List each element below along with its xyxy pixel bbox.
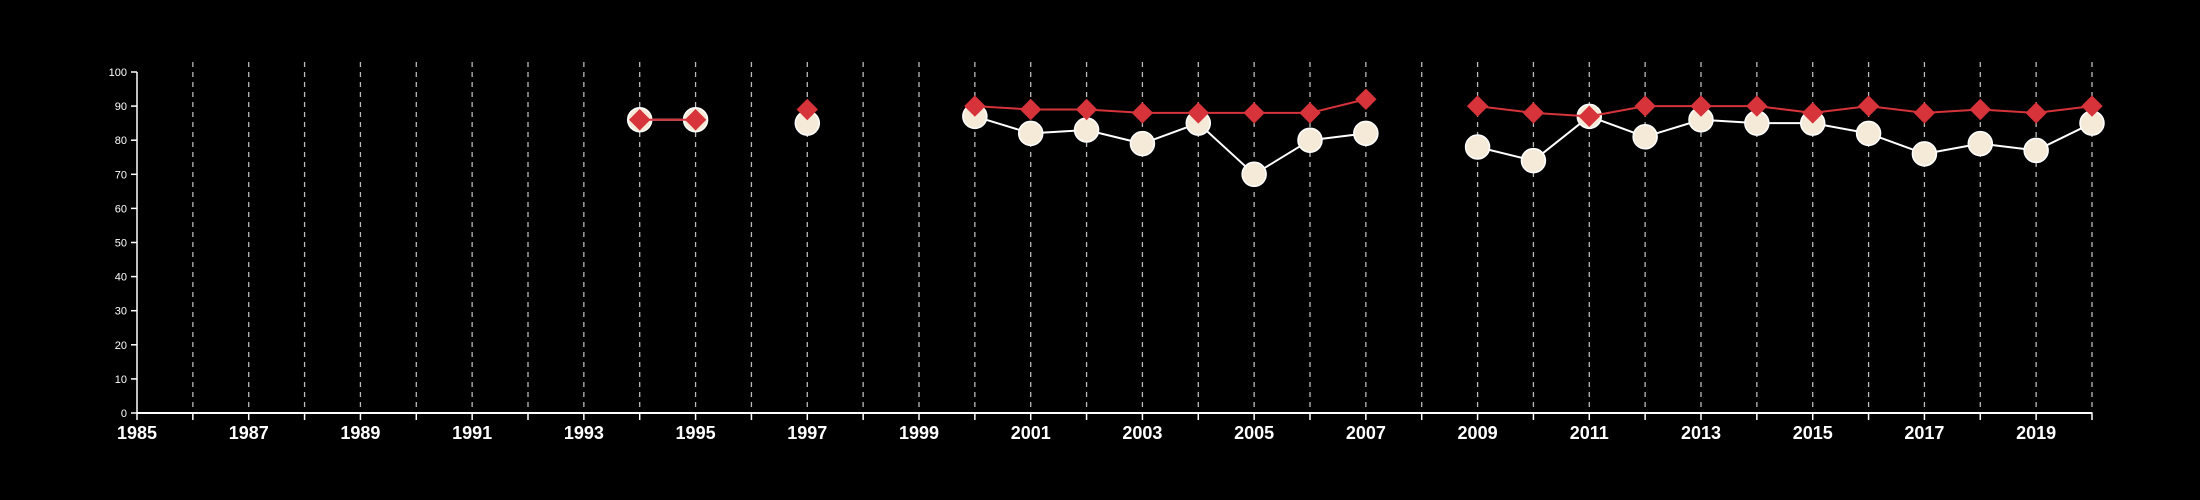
data-point xyxy=(796,98,818,121)
data-point xyxy=(1464,134,1491,160)
data-point xyxy=(1241,161,1267,188)
x-tick-label: 2013 xyxy=(1681,423,1721,443)
series-line-segment xyxy=(1309,98,1367,114)
x-tick-label: 1985 xyxy=(117,423,157,443)
x-tick-label: 1989 xyxy=(340,423,380,443)
data-point xyxy=(2025,102,2047,124)
x-tick-label: 2019 xyxy=(2016,423,2056,443)
data-point xyxy=(1520,147,1547,174)
data-point xyxy=(1632,124,1658,150)
y-tick-label: 10 xyxy=(115,374,127,386)
data-point xyxy=(1802,102,1824,124)
axes: 0 10 20 30 40 50 60 70 80 90 100 1985 1987 1989 1991 19… xyxy=(109,67,2093,443)
x-tick-label: 2005 xyxy=(1234,423,1274,443)
x-tick-label: 1997 xyxy=(787,423,827,443)
data-point xyxy=(1075,98,1098,121)
data-point xyxy=(1297,127,1323,153)
x-tick-label: 2001 xyxy=(1011,423,1051,443)
data-point xyxy=(1855,120,1882,147)
data-point xyxy=(1969,98,1991,121)
data-point xyxy=(1522,102,1545,124)
x-tick-label: 2009 xyxy=(1458,423,1498,443)
x-tick-label: 1995 xyxy=(676,423,716,443)
data-point xyxy=(1967,130,1994,157)
x-tick-label: 1991 xyxy=(452,423,492,443)
data-point xyxy=(1243,102,1265,124)
data-point xyxy=(1299,102,1321,124)
y-tick-label: 60 xyxy=(115,203,127,215)
data-point xyxy=(1913,102,1936,124)
data-point xyxy=(2081,95,2103,117)
y-tick-label: 70 xyxy=(115,169,127,181)
data-point xyxy=(1466,95,1489,117)
data-point xyxy=(1129,130,1156,157)
data-point xyxy=(1634,95,1656,117)
x-tick-label: 1987 xyxy=(229,423,269,443)
gridlines xyxy=(192,62,2093,413)
data-point xyxy=(629,109,651,131)
x-tick-label: 1993 xyxy=(564,423,604,443)
y-tick-label: 20 xyxy=(115,340,127,352)
data-point xyxy=(1017,120,1044,147)
series-line-segment xyxy=(1589,105,1646,118)
y-tick-label: 30 xyxy=(115,306,127,318)
data-point xyxy=(684,109,707,131)
y-tick-label: 0 xyxy=(121,408,127,420)
y-tick-label: 90 xyxy=(115,101,127,113)
data-point xyxy=(1187,102,1209,124)
data-point xyxy=(1020,98,1042,121)
y-tick-label: 50 xyxy=(115,238,127,250)
series-diamond xyxy=(629,88,2103,131)
data-point xyxy=(1073,117,1100,143)
x-tick-label: 2011 xyxy=(1570,423,1609,443)
x-tick-label: 2003 xyxy=(1122,423,1162,443)
data-point xyxy=(1353,120,1379,147)
data-point xyxy=(1131,102,1154,124)
x-tick-label: 2007 xyxy=(1346,423,1386,443)
data-point xyxy=(964,95,986,117)
y-tick-label: 40 xyxy=(115,272,127,284)
series xyxy=(626,88,2105,188)
data-point xyxy=(1746,95,1768,117)
x-tick-label: 2017 xyxy=(1904,423,1944,443)
data-point xyxy=(2023,137,2049,164)
data-point xyxy=(1857,95,1880,117)
x-tick-label: 1999 xyxy=(899,423,939,443)
data-point xyxy=(1578,105,1600,128)
data-point xyxy=(1355,88,1377,110)
data-point xyxy=(1911,141,1938,167)
data-point xyxy=(1690,95,1712,117)
y-tick-label: 100 xyxy=(109,67,127,79)
y-tick-label: 80 xyxy=(115,135,127,147)
x-tick-label: 2015 xyxy=(1793,423,1833,443)
